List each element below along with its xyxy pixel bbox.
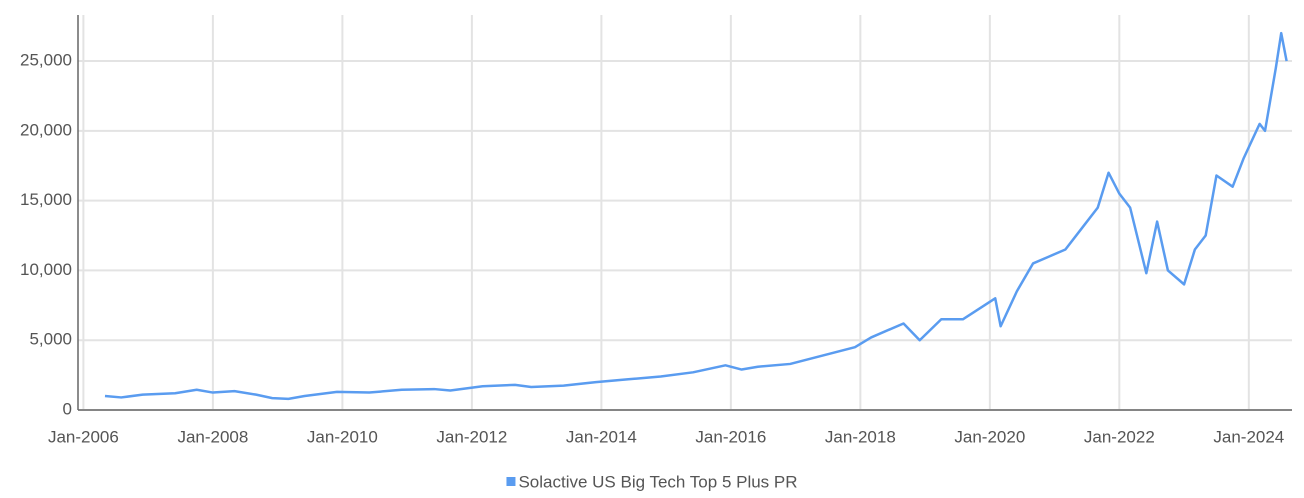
legend-swatch [506,477,516,486]
x-tick-label: Jan-2008 [177,427,248,446]
x-tick-label: Jan-2018 [825,427,896,446]
x-tick-label: Jan-2020 [954,427,1025,446]
x-tick-label: Jan-2016 [695,427,766,446]
y-tick-label: 20,000 [20,120,72,139]
x-tick-label: Jan-2012 [436,427,507,446]
y-tick-label: 5,000 [29,330,72,349]
x-tick-label: Jan-2010 [307,427,378,446]
y-tick-label: 0 [63,399,72,418]
legend-label: Solactive US Big Tech Top 5 Plus PR [518,472,797,491]
y-tick-label: 15,000 [20,190,72,209]
x-tick-label: Jan-2022 [1084,427,1155,446]
y-tick-label: 25,000 [20,51,72,70]
x-tick-label: Jan-2024 [1213,427,1284,446]
x-tick-label: Jan-2014 [566,427,637,446]
line-series [104,31,1288,401]
y-tick-label: 10,000 [20,260,72,279]
x-tick-label: Jan-2006 [48,427,119,446]
